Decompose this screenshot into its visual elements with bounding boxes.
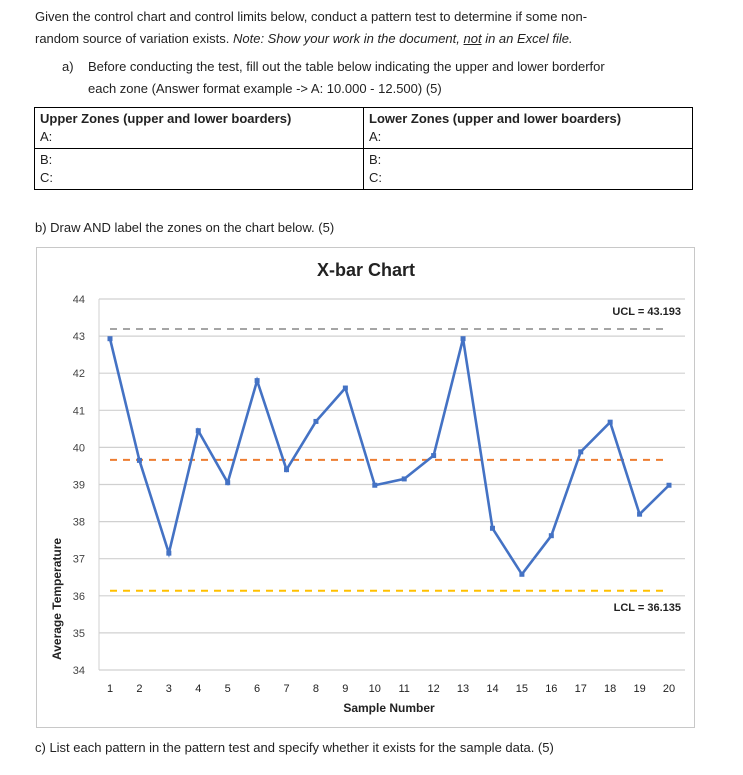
part-a-marker: a) — [62, 59, 74, 74]
x-tick-label: 9 — [342, 683, 348, 695]
x-tick-label: 14 — [486, 683, 498, 695]
y-tick-label: 44 — [73, 294, 85, 306]
data-point — [166, 550, 172, 556]
chart-svg: X-bar Chart Average Temperature Sample N… — [50, 260, 685, 715]
data-point — [195, 428, 201, 434]
upper-zone-a: A: — [40, 129, 53, 144]
x-tick-label: 3 — [166, 683, 172, 695]
y-tick-label: 43 — [73, 331, 85, 343]
y-tick-label: 41 — [73, 405, 85, 417]
lower-zones-cell[interactable]: Lower Zones (upper and lower boarders) A: — [363, 107, 693, 149]
part-c: c) List each pattern in the pattern test… — [35, 740, 554, 755]
data-point — [401, 476, 407, 482]
x-axis-label: Sample Number — [343, 701, 435, 715]
data-point — [136, 457, 142, 463]
x-tick-label: 18 — [604, 683, 616, 695]
part-a-line-1: Before conducting the test, fill out the… — [88, 59, 605, 74]
data-point — [107, 336, 113, 342]
upper-zones-cell[interactable]: Upper Zones (upper and lower boarders) A: — [34, 107, 364, 149]
data-point — [637, 511, 643, 517]
upper-zone-c: C: — [40, 170, 53, 185]
x-tick-label: 7 — [283, 683, 289, 695]
intro-note-b: in an Excel file. — [481, 31, 573, 46]
data-point — [666, 482, 672, 488]
y-tick-label: 40 — [73, 442, 85, 454]
intro-note-not: not — [463, 31, 482, 46]
data-point — [225, 480, 231, 486]
x-tick-label: 15 — [516, 683, 528, 695]
zone-table: Upper Zones (upper and lower boarders) A:… — [34, 107, 693, 190]
chart-title: X-bar Chart — [317, 260, 415, 280]
data-point — [578, 449, 584, 455]
data-point — [342, 385, 348, 391]
intro-plain: random source of variation exists. — [35, 31, 233, 46]
y-tick-label: 36 — [73, 591, 85, 603]
lower-zones-bc-cell[interactable]: B: C: — [363, 148, 693, 190]
intro-line-1: Given the control chart and control limi… — [35, 9, 588, 24]
lower-zone-a: A: — [369, 129, 382, 144]
lower-zone-b: B: — [369, 152, 382, 167]
intro-line-2: random source of variation exists. Note:… — [35, 29, 573, 48]
lcl-line-label: LCL = 36.135 — [614, 602, 681, 614]
lower-zones-header: Lower Zones (upper and lower boarders) — [369, 111, 622, 126]
x-tick-label: 12 — [428, 683, 440, 695]
y-tick-label: 34 — [73, 665, 85, 677]
y-tick-label: 38 — [73, 517, 85, 529]
part-b: b) Draw AND label the zones on the chart… — [35, 220, 335, 235]
lower-zone-c: C: — [369, 170, 382, 185]
part-a-line-2: each zone (Answer format example -> A: 1… — [88, 81, 442, 96]
xbar-chart: X-bar Chart Average Temperature Sample N… — [36, 247, 695, 728]
data-point — [254, 378, 260, 384]
y-tick-label: 35 — [73, 628, 85, 640]
x-tick-label: 10 — [369, 683, 381, 695]
x-tick-label: 13 — [457, 683, 469, 695]
y-tick-label: 39 — [73, 480, 85, 492]
series-line — [108, 338, 670, 577]
x-tick-label: 20 — [663, 683, 675, 695]
data-point — [284, 467, 290, 473]
data-point — [313, 418, 319, 424]
x-tick-label: 1 — [107, 683, 113, 695]
intro-note-a: Note: Show your work in the document, — [232, 31, 464, 46]
data-point — [372, 482, 378, 488]
x-tick-label: 4 — [195, 683, 201, 695]
x-tick-label: 11 — [398, 683, 409, 695]
upper-zone-b: B: — [40, 152, 53, 167]
data-point — [548, 533, 554, 539]
x-tick-label: 16 — [545, 683, 557, 695]
x-tick-label: 8 — [313, 683, 319, 695]
data-point — [607, 419, 613, 425]
x-tick-label: 2 — [136, 683, 142, 695]
ucl-line-label: UCL = 43.193 — [612, 306, 681, 318]
data-point — [489, 525, 495, 531]
x-tick-label: 5 — [225, 683, 231, 695]
x-tick-label: 6 — [254, 683, 260, 695]
data-point — [460, 336, 466, 342]
y-tick-label: 42 — [73, 368, 85, 380]
y-axis-label: Average Temperature — [50, 538, 64, 660]
data-point — [519, 571, 525, 577]
data-point — [431, 453, 437, 459]
x-tick-label: 17 — [575, 683, 587, 695]
x-tick-label: 19 — [633, 683, 645, 695]
upper-zones-header: Upper Zones (upper and lower boarders) — [40, 111, 292, 126]
y-tick-label: 37 — [73, 554, 85, 566]
upper-zones-bc-cell[interactable]: B: C: — [34, 148, 364, 190]
